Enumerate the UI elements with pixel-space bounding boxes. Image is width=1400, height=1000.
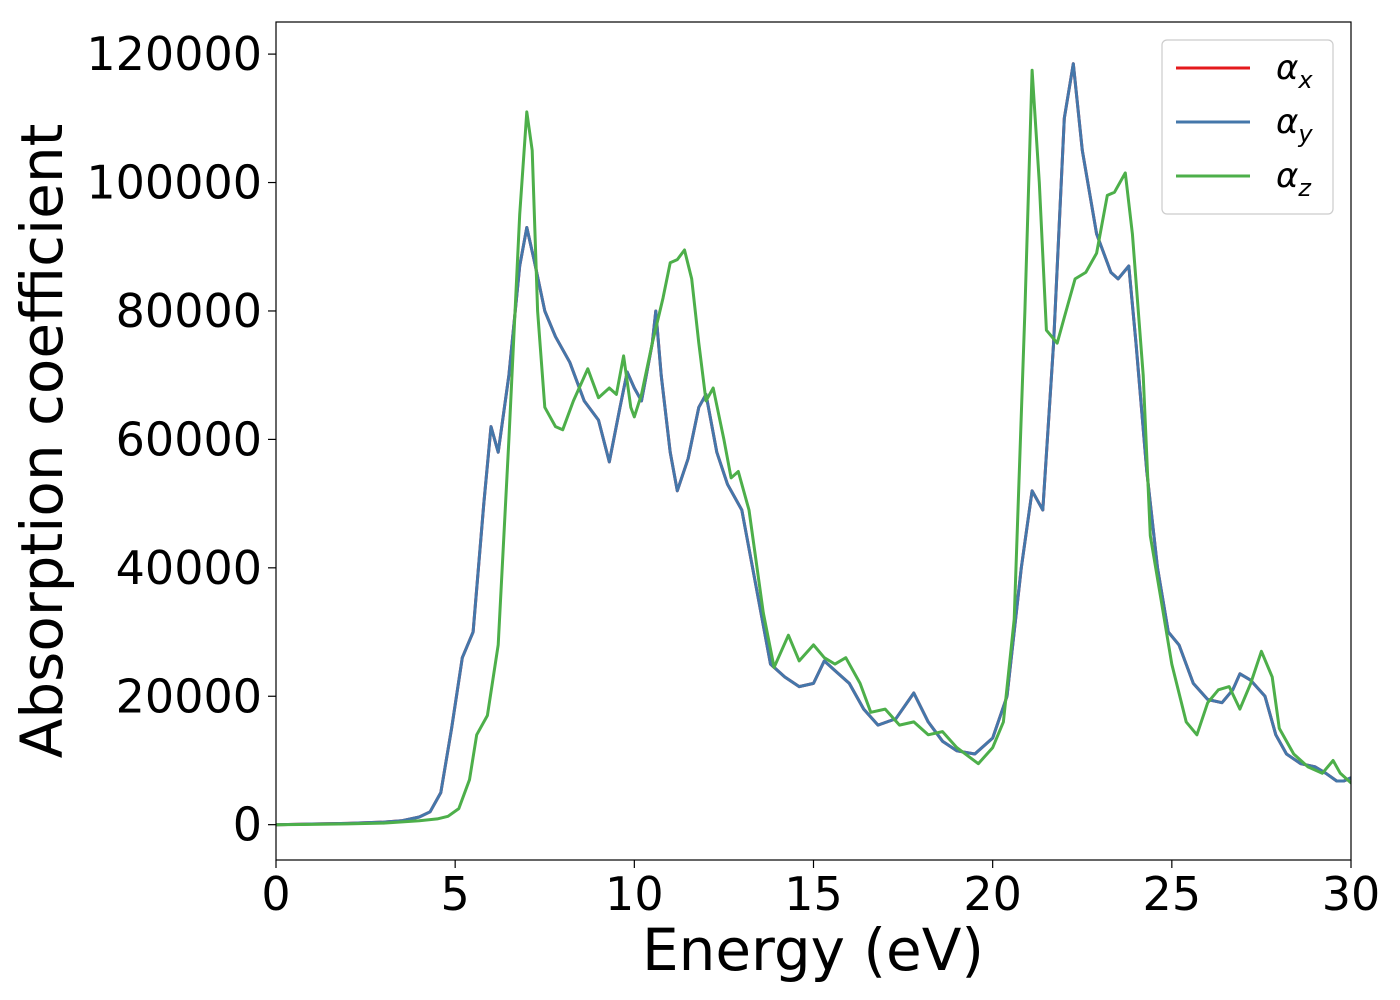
legend-label-x: αx <box>1276 48 1313 94</box>
x-tick-label: 20 <box>963 867 1022 921</box>
legend-box <box>1161 39 1334 215</box>
y-tick-label: 100000 <box>86 156 262 210</box>
x-tick-label: 10 <box>605 867 664 921</box>
y-tick-label: 20000 <box>116 669 262 723</box>
y-tick-label: 80000 <box>116 284 262 338</box>
series-line-z <box>276 68 1351 827</box>
x-tick-label: 0 <box>261 867 290 921</box>
legend: αx αy αz <box>1161 39 1334 215</box>
y-axis-label: Absorption coefficient <box>8 124 76 759</box>
axes-layer: 0 5 10 15 20 25 30 0 20000 40000 60000 80000 100000 1… <box>86 21 1381 921</box>
x-tick-label: 30 <box>1322 867 1381 921</box>
y-tick-label: 120000 <box>86 27 262 81</box>
x-tick-label: 15 <box>784 867 843 921</box>
y-tick-label: 40000 <box>116 541 262 595</box>
x-tick-label: 25 <box>1143 867 1202 921</box>
legend-label-y: αy <box>1276 102 1313 148</box>
x-tick-label: 5 <box>441 867 470 921</box>
y-tick-label: 0 <box>233 798 262 852</box>
series-layer <box>276 62 1351 827</box>
x-axis-label: Energy (eV) <box>642 916 984 984</box>
legend-label-z: αz <box>1276 156 1312 202</box>
y-tick-label: 60000 <box>116 412 262 466</box>
